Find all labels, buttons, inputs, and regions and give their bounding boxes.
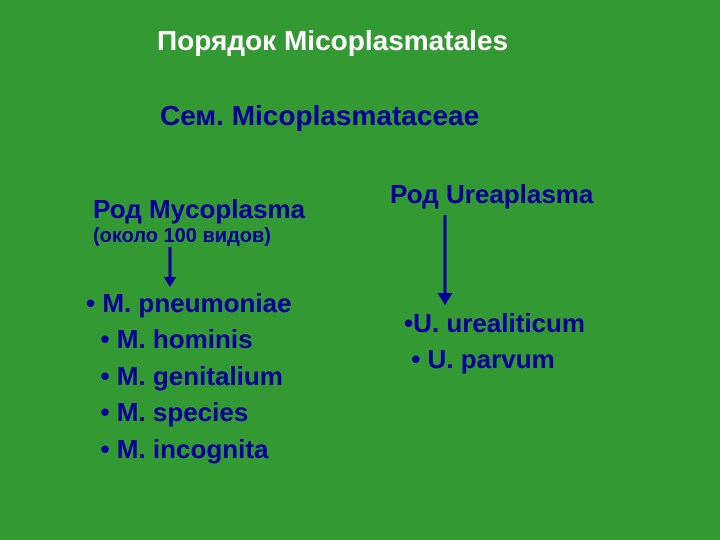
- genus-mycoplasma-subtitle: (около 100 видов): [93, 225, 271, 248]
- mycoplasma-species-list: • M. pneumoniaе • M. hominis • M. genita…: [86, 285, 292, 467]
- ureaplasma-species-list: •U. urealiticum • U. parvum: [404, 305, 585, 378]
- arrow-ureaplasma: [433, 215, 457, 305]
- genus-mycoplasma-title: Род Mycoplasma: [93, 195, 305, 225]
- arrow-mycoplasma: [160, 247, 180, 287]
- genus-ureaplasma-title: Род Ureaplasma: [390, 180, 593, 210]
- family-title: Сем. Micoplasmataceae: [160, 100, 479, 132]
- order-title: Порядок Micoplasmatales: [157, 25, 508, 57]
